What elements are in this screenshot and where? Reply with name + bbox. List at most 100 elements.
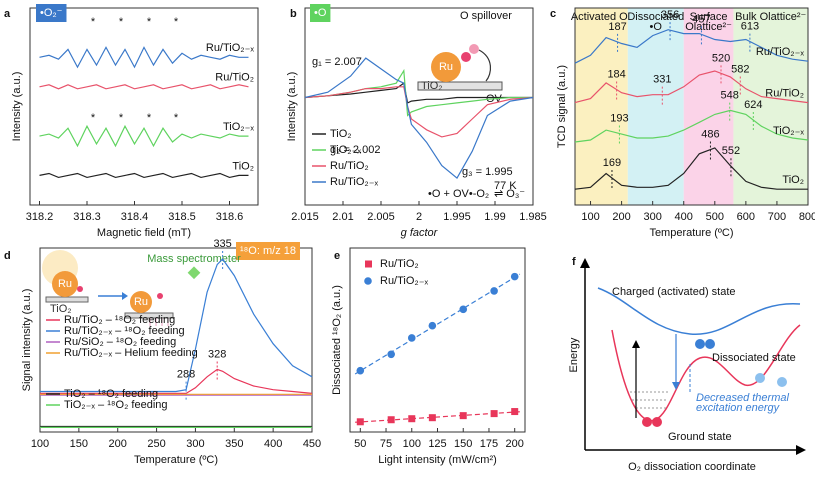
point bbox=[511, 408, 519, 416]
legend-label: Ru/SiO₂ – ¹⁸O₂ feeding bbox=[64, 336, 176, 348]
annotation: •O + OV•-O₂ bbox=[428, 188, 489, 200]
marker-star: * bbox=[147, 16, 152, 28]
arrowhead bbox=[580, 258, 590, 268]
x-tick-label: 150 bbox=[454, 438, 472, 450]
marker-star: * bbox=[174, 112, 179, 124]
annotation: 77 K bbox=[494, 180, 517, 192]
vibrational-levels bbox=[630, 391, 668, 409]
x-tick-label: 2.005 bbox=[367, 211, 395, 223]
annotation: TiO₂ bbox=[50, 303, 72, 315]
oxygen-atom bbox=[469, 44, 479, 54]
x-tick-label: 300 bbox=[643, 211, 661, 223]
peak-label: 613 bbox=[741, 20, 759, 32]
region bbox=[627, 8, 684, 205]
line bbox=[39, 124, 249, 148]
peak-label: 486 bbox=[701, 128, 719, 140]
barrier-label: excitation energy bbox=[696, 402, 781, 414]
x-tick-label: 700 bbox=[768, 211, 786, 223]
line bbox=[304, 82, 533, 104]
title: ¹⁸O: m/z 18 bbox=[240, 245, 296, 257]
x-tick-label: 318.5 bbox=[168, 211, 196, 223]
ru-particle bbox=[52, 271, 78, 297]
x-tick-label: 400 bbox=[264, 438, 282, 450]
legend-label: TiO₂ bbox=[330, 128, 352, 140]
state-label: Charged (activated) state bbox=[612, 286, 736, 298]
legend-label: Ru/TiO₂₋ₓ – ¹⁸O₂ feeding bbox=[64, 325, 185, 337]
region bbox=[733, 8, 808, 205]
peak-label: 356 bbox=[661, 9, 679, 21]
series-label: Ru/TiO₂₋ₓ bbox=[756, 46, 805, 58]
x-tick-label: 100 bbox=[31, 438, 49, 450]
marker-star: * bbox=[119, 112, 124, 124]
point bbox=[459, 305, 468, 314]
oxygen-atom bbox=[461, 52, 471, 62]
x-tick-label: 2.015 bbox=[291, 211, 319, 223]
marker-star: * bbox=[174, 16, 179, 28]
substrate bbox=[45, 296, 89, 303]
line bbox=[574, 70, 809, 104]
point bbox=[490, 410, 498, 418]
arrowhead bbox=[632, 340, 640, 348]
x-tick-label: 1.99 bbox=[484, 211, 505, 223]
arrowhead bbox=[796, 445, 806, 455]
peak-label: 331 bbox=[653, 74, 671, 86]
oxygen-atom bbox=[157, 293, 163, 299]
x-tick-label: 1.995 bbox=[443, 211, 471, 223]
region bbox=[575, 8, 628, 205]
legend-swatch bbox=[364, 277, 372, 285]
peak-label: 184 bbox=[607, 68, 625, 80]
marker-star: * bbox=[91, 112, 96, 124]
plot-frame bbox=[349, 247, 526, 433]
line bbox=[574, 147, 808, 190]
annotation: Ru bbox=[134, 296, 148, 308]
spectrometer-icon bbox=[187, 266, 201, 280]
x-axis-label: Temperature (ºC) bbox=[134, 454, 218, 466]
panel-letter: e bbox=[334, 250, 340, 262]
point bbox=[428, 321, 437, 330]
line bbox=[574, 109, 809, 143]
x-tick-label: 1.985 bbox=[519, 211, 547, 223]
x-tick-label: 300 bbox=[186, 438, 204, 450]
panel-letter: a bbox=[4, 8, 11, 20]
oxygen-atom bbox=[77, 286, 83, 292]
point bbox=[356, 366, 365, 375]
plot-frame bbox=[29, 7, 259, 206]
x-axis-label: Magnetic field (mT) bbox=[97, 227, 191, 239]
x-axis-label: Light intensity (mW/cm²) bbox=[378, 454, 497, 466]
x-tick-label: 318.2 bbox=[26, 211, 54, 223]
y-axis-label: Energy bbox=[568, 337, 580, 372]
title-box bbox=[236, 242, 300, 260]
peak-label: 552 bbox=[722, 145, 740, 157]
plot-frame bbox=[574, 7, 809, 206]
legend-label: Ru/TiO₂₋ₓ – Helium feeding bbox=[64, 347, 198, 359]
series-label: Ru/TiO₂ bbox=[765, 87, 804, 99]
legend-label: TiO₂₋ₓ – ¹⁸O₂ feeding bbox=[64, 399, 168, 411]
peak-label: 288 bbox=[177, 369, 195, 381]
point bbox=[387, 350, 395, 359]
plot-frame bbox=[39, 247, 313, 433]
substrate bbox=[124, 312, 174, 319]
peak-label: 187 bbox=[608, 21, 626, 33]
series-label: TiO₂ bbox=[232, 160, 254, 172]
series-label: Ru/TiO₂ bbox=[215, 72, 254, 84]
point bbox=[428, 414, 436, 422]
region-label: Olattice²⁻ bbox=[685, 21, 732, 33]
x-tick-label: 175 bbox=[480, 438, 498, 450]
barrier-label: Decreased thermal bbox=[696, 392, 789, 404]
x-tick-label: 318.4 bbox=[121, 211, 149, 223]
panel-letter: d bbox=[4, 250, 11, 262]
title-box bbox=[36, 4, 67, 22]
x-tick-label: 75 bbox=[380, 438, 392, 450]
line bbox=[304, 57, 534, 180]
x-tick-label: 2 bbox=[416, 211, 422, 223]
x-tick-label: 100 bbox=[581, 211, 599, 223]
panel-letter: b bbox=[290, 8, 297, 20]
state-label: Dissociated state bbox=[712, 352, 796, 364]
annotation: O spillover bbox=[460, 10, 512, 22]
x-tick-label: 400 bbox=[675, 211, 693, 223]
peak-label: 624 bbox=[744, 99, 762, 111]
x-tick-label: 100 bbox=[403, 438, 421, 450]
x-tick-label: 318.6 bbox=[216, 211, 244, 223]
o2-molecule bbox=[652, 417, 662, 427]
x-tick-label: 200 bbox=[612, 211, 630, 223]
